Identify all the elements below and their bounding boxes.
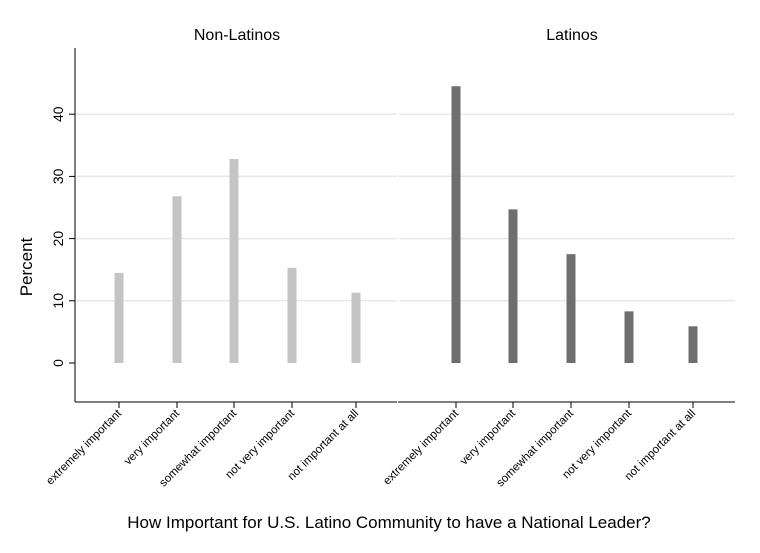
axes (69, 48, 735, 408)
category-label-0-1: very important (122, 407, 183, 468)
category-label-0-4: not important at all (286, 408, 361, 483)
y-tick-label-10: 10 (50, 293, 66, 309)
bar-non-latinos-4 (351, 292, 361, 363)
bar-non-latinos-3 (287, 267, 297, 363)
category-label-1-0: extremely important (381, 407, 461, 487)
bar-non-latinos-0 (114, 272, 124, 363)
bar-latinos-4 (688, 326, 698, 363)
panel-title-1: Latinos (546, 27, 598, 44)
category-label-1-1: very important (458, 407, 519, 468)
bar-latinos-1 (508, 209, 518, 363)
y-tick-label-20: 20 (50, 231, 66, 247)
category-label-0-0: extremely important (44, 407, 124, 487)
y-tick-label-40: 40 (50, 106, 66, 122)
bar-non-latinos-2 (229, 158, 239, 363)
bar-latinos-2 (566, 254, 576, 363)
bar-latinos-0 (451, 86, 461, 364)
panel-title-0: Non-Latinos (194, 27, 280, 44)
category-label-1-4: not important at all (623, 408, 698, 483)
y-tick-label-0: 0 (50, 359, 66, 367)
x-axis-title: How Important for U.S. Latino Community … (127, 513, 651, 532)
bars (114, 86, 698, 364)
bar-non-latinos-1 (172, 196, 182, 363)
y-tick-label-30: 30 (50, 168, 66, 184)
bar-latinos-3 (624, 311, 634, 363)
y-axis-title: Percent (17, 237, 36, 296)
